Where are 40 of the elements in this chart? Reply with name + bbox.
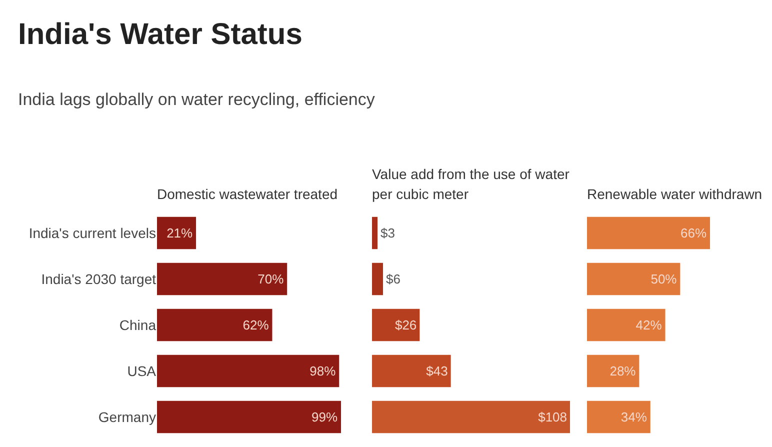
data-label: $43 bbox=[426, 364, 448, 378]
y-tick-label: USA bbox=[127, 362, 157, 379]
data-label: $26 bbox=[394, 318, 417, 332]
bar bbox=[372, 262, 383, 296]
y-tick-label: China bbox=[119, 316, 156, 333]
bar bbox=[587, 354, 640, 388]
data-label: 28% bbox=[610, 364, 636, 378]
data-label: 34% bbox=[620, 410, 648, 424]
data-label: 98% bbox=[310, 364, 336, 378]
y-tick-label: India's 2030 target bbox=[41, 270, 156, 287]
x-axis-title: Domestic wastewater treated bbox=[157, 185, 339, 204]
bar bbox=[587, 308, 666, 342]
bar bbox=[587, 216, 710, 250]
bar bbox=[157, 262, 288, 296]
data-label: 70% bbox=[258, 272, 284, 286]
bar bbox=[372, 400, 570, 434]
data-label: $3 bbox=[380, 226, 395, 240]
data-label: 21% bbox=[166, 226, 194, 240]
chart-title: India's Water Status bbox=[18, 18, 302, 52]
bar bbox=[157, 400, 341, 434]
bar bbox=[372, 308, 420, 342]
bar bbox=[587, 262, 680, 296]
bar bbox=[587, 400, 650, 434]
y-tick-label: India's current levels bbox=[28, 224, 156, 241]
y-tick-label: Germany bbox=[98, 408, 156, 425]
x-axis-title: Renewable water withdrawn bbox=[587, 185, 764, 204]
data-label: 42% bbox=[636, 318, 662, 332]
data-label: $6 bbox=[386, 272, 400, 286]
bar bbox=[372, 354, 451, 388]
data-label: 99% bbox=[312, 410, 338, 424]
data-label: 66% bbox=[680, 226, 707, 240]
bar bbox=[157, 216, 196, 250]
bar bbox=[372, 216, 378, 250]
bar bbox=[157, 354, 340, 388]
data-label: 62% bbox=[242, 318, 270, 332]
data-label: 50% bbox=[650, 272, 678, 286]
x-axis-title: Value add from the use of water per cubic meter bbox=[372, 165, 570, 204]
data-label: $108 bbox=[538, 410, 567, 424]
chart-subtitle: India lags globally on water recycling, efficiency bbox=[18, 90, 375, 110]
bar bbox=[157, 308, 272, 342]
